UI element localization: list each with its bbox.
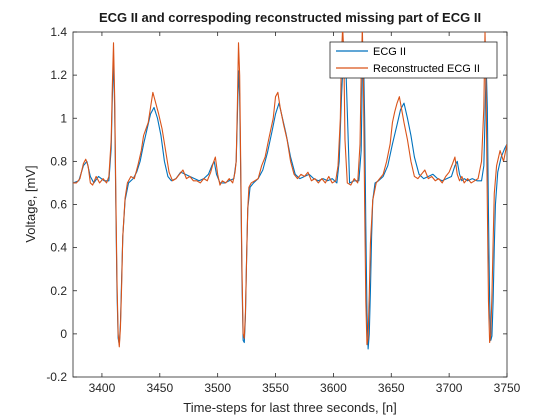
series-layer bbox=[73, 32, 507, 350]
series-ecg-ii-line bbox=[73, 46, 507, 350]
y-tick-label: 1.4 bbox=[50, 25, 67, 39]
x-tick-label: 3600 bbox=[320, 381, 347, 395]
y-tick-label: 1.2 bbox=[50, 68, 67, 82]
y-tick-label: 0.8 bbox=[50, 154, 67, 168]
y-tick-label: 0.6 bbox=[50, 198, 67, 212]
x-tick-label: 3550 bbox=[262, 381, 289, 395]
legend-entry-reconstructed-ecg-ii: Reconstructed ECG II bbox=[373, 63, 480, 75]
plot-area bbox=[72, 31, 508, 378]
y-tick-label: 0.2 bbox=[50, 284, 67, 298]
y-tick-label: 0.4 bbox=[50, 241, 67, 255]
x-tick-label: 3650 bbox=[378, 381, 405, 395]
x-tick-label: 3500 bbox=[204, 381, 231, 395]
x-tick-label: 3400 bbox=[89, 381, 116, 395]
y-tick-label: 1 bbox=[60, 111, 67, 125]
axis-ticks: 3400 3450 3500 3550 3600 3650 3700 3750 -0.2 0 0.2… bbox=[46, 25, 520, 395]
x-tick-label: 3750 bbox=[494, 381, 521, 395]
y-tick-label: -0.2 bbox=[46, 370, 67, 384]
x-tick-label: 3450 bbox=[146, 381, 173, 395]
y-tick-label: 0 bbox=[60, 327, 67, 341]
legend: ECG II Reconstructed ECG II bbox=[329, 41, 498, 79]
y-axis-label: Voltage, [mV] bbox=[23, 165, 38, 242]
series-reconstructed-ecg-ii-line bbox=[73, 32, 507, 348]
chart-title: ECG II and correspoding reconstructed mi… bbox=[99, 10, 481, 25]
legend-entry-ecg-ii: ECG II bbox=[373, 46, 406, 58]
x-tick-label: 3700 bbox=[436, 381, 463, 395]
legend-box bbox=[329, 41, 498, 79]
x-axis-label: Time-steps for last three seconds, [n] bbox=[183, 400, 396, 415]
